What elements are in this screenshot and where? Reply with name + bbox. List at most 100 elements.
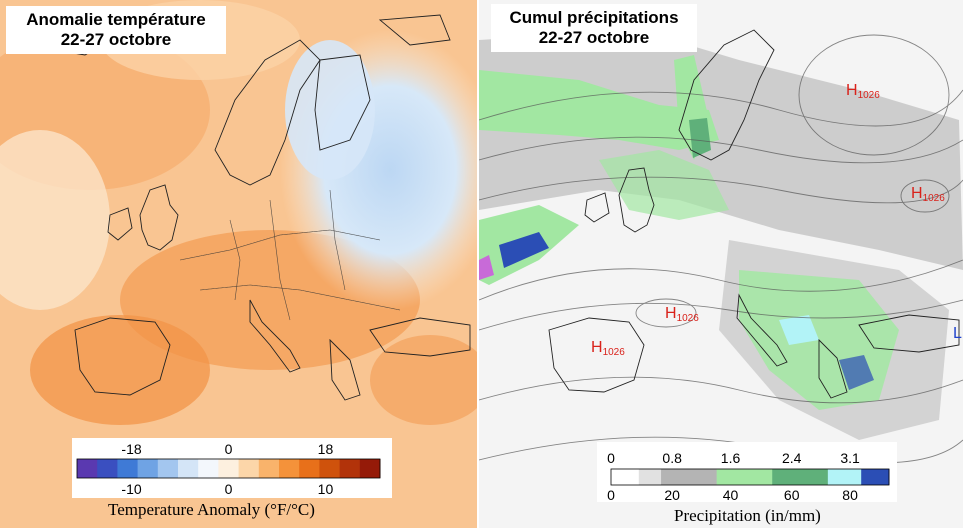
precipitation-colorbar-segment [827,469,862,485]
temperature-colorbar-segment [137,459,159,478]
temperature-top-tick-label: -18 [121,441,141,457]
border-line-3 [269,199,291,321]
precip-extreme-band [479,255,494,280]
isobar-ring-high-north [798,34,950,156]
temperature-top-tick-label: 0 [225,441,233,457]
temperature-title-date: 22-27 octobre [60,30,172,49]
coast-turkey [369,317,471,357]
isobar-3 [479,176,963,204]
temperature-colorbar-frame [76,458,381,479]
warm-anomaly-iberia [30,315,210,425]
temperature-anomaly-map [0,0,477,528]
temperature-colorbar-segment [238,459,260,478]
temperature-title-line1: Anomalie température [26,10,206,29]
pressure-value: 1026 [858,90,881,101]
precipitation-top-tick-label: 3.1 [840,450,860,466]
precipitation-colorbar [611,469,890,485]
precipitation-bottom-tick-label: 40 [723,487,739,502]
temperature-colorbar-segment [157,459,179,478]
temperature-bottom-tick-label: -10 [121,481,141,497]
precipitation-bottom-tick-label: 60 [784,487,800,502]
precip-coast-greece [818,338,848,399]
isobar-4 [479,136,963,164]
temperature-colorbar [77,459,381,478]
precip-coast-turkey [858,314,960,353]
precipitation-colorbar-segment [638,469,662,485]
temperature-bottom-ticks: -10 0 10 [121,481,333,497]
pressure-value: 1026 [923,193,946,204]
precipitation-bottom-ticks: 0 20 40 60 80 [607,487,858,502]
precip-coast-great-britain [618,167,655,233]
precipitation-colorbar-segment [861,469,890,485]
pressure-label-high-iberia: H1026 [591,339,625,358]
isobar-ring-high-russia [900,179,950,213]
temperature-top-tick-label: 18 [318,441,334,457]
pressure-label-high-north: H1026 [846,82,880,101]
pressure-value: 1026 [677,313,700,324]
precipitation-title-line1: Cumul précipitations [509,8,679,27]
temperature-colorbar-segment [218,459,240,478]
temperature-colorbar-segment [77,459,98,478]
temperature-colorbar-segment [299,459,320,478]
pressure-label-low-east: L [953,325,962,342]
precip-green-north-sea [599,150,729,220]
isobar-2 [479,299,963,331]
temperature-colorbar-segment [178,459,199,478]
temperature-bottom-tick-label: 0 [225,481,233,497]
precipitation-map: H1026 H1026 H1026 H1026 L [479,0,963,528]
border-line-5 [229,219,241,301]
pressure-letter: H [591,339,603,356]
pressure-letter: H [665,305,677,322]
cold-anomaly-finland [285,40,375,180]
precipitation-legend: 0 0.8 1.6 2.4 3.1 0 20 40 60 80 [597,442,897,502]
border-line-1 [179,229,381,261]
precip-coast-scandinavia [678,29,775,161]
precipitation-top-tick-label: 0.8 [662,450,682,466]
temperature-colorbar-segment [359,459,381,478]
temperature-map-title: Anomalie température 22-27 octobre [6,6,226,54]
precipitation-top-tick-label: 0 [607,450,615,466]
precip-coast-ireland [584,192,610,223]
precip-heavy-greece [839,355,874,390]
precipitation-top-tick-label: 1.6 [721,450,741,466]
country-borders [179,189,401,321]
temperature-colorbar-segment [198,459,219,478]
panel-divider [477,0,479,528]
border-line-4 [329,189,346,291]
pressure-letter: H [911,185,923,202]
precip-heavy-band [499,232,549,268]
pressure-letter: H [846,82,858,99]
precipitation-colorbar-segment [611,469,640,485]
pressure-labels: H1026 H1026 H1026 H1026 L [591,82,962,358]
precipitation-colorbar-segment [716,469,773,485]
temperature-legend-caption: Temperature Anomaly (°F/°C) [108,500,315,519]
coast-scandinavia [214,39,321,186]
temperature-bottom-tick-label: 10 [318,481,334,497]
pressure-label-high-biscay: H1026 [665,305,699,324]
coast-ireland [107,207,133,241]
coast-italy [249,299,301,373]
temperature-colorbar-segment [258,459,280,478]
temperature-colorbar-segment [319,459,341,478]
precip-green-atlantic [479,70,719,150]
precip-medium-norway [689,118,711,158]
precipitation-bottom-tick-label: 0 [607,487,615,502]
temperature-top-ticks: -18 0 18 [121,441,333,457]
precipitation-colorbar-segment [772,469,829,485]
pressure-value: 1026 [603,347,626,358]
precipitation-panel: H1026 H1026 H1026 H1026 L Cumul précipit… [479,0,963,528]
precipitation-map-title: Cumul précipitations 22-27 octobre [491,4,697,52]
isobar-1 [479,259,963,301]
coast-iberia [74,317,171,396]
temperature-anomaly-panel: Anomalie température 22-27 octobre -18 0 1… [0,0,477,528]
isobar-5 [479,89,963,127]
precipitation-colorbar-frame [610,468,890,486]
coast-great-britain [139,184,179,251]
warm-anomaly-turkey [370,335,477,425]
precipitation-top-tick-label: 2.4 [782,450,802,466]
mild-anomaly-west [0,130,110,310]
precipitation-bottom-tick-label: 20 [664,487,680,502]
precipitation-bottom-tick-label: 80 [842,487,858,502]
border-line-2 [199,284,401,311]
precip-cyan-adriatic [779,315,819,345]
